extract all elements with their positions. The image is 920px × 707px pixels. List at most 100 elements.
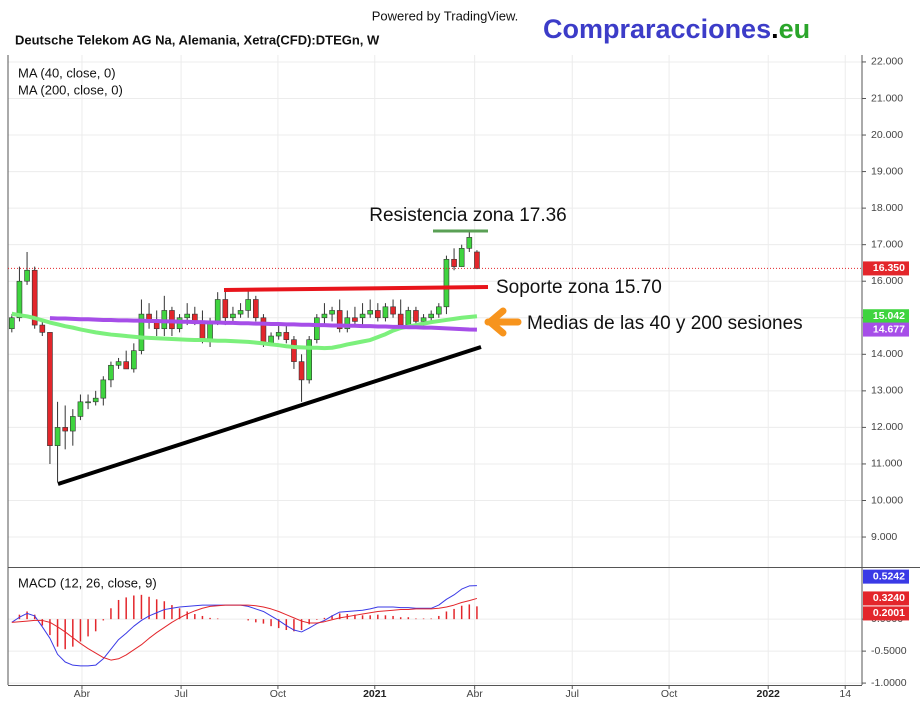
y-tick-label: 12.000 [871, 421, 903, 433]
histogram-bar [293, 619, 295, 632]
arrow [484, 307, 522, 337]
candle-body [382, 306, 389, 319]
candle-body [214, 299, 221, 322]
histogram-bar [41, 619, 44, 626]
histogram-bar [79, 619, 82, 642]
y-tick-label: 16.000 [871, 275, 903, 287]
candle-body [314, 317, 320, 340]
x-tick-label: 2022 [757, 688, 781, 700]
price-badge [863, 606, 909, 621]
y-tick-label: 11.000 [871, 458, 902, 470]
legend-entry: MA (200, close, 0) [18, 82, 123, 97]
trend-line [57, 345, 482, 486]
candle-body [420, 317, 427, 322]
candle-body [390, 306, 396, 315]
histogram-bar [201, 615, 204, 620]
histogram-bar [163, 601, 166, 620]
histogram-bar [87, 619, 89, 637]
candle-body [123, 361, 129, 370]
annotation: Soporte zona 15.70 [496, 277, 662, 298]
candle-body [291, 339, 297, 362]
line-series [11, 597, 478, 661]
histogram-bar [384, 615, 387, 620]
price-badge-label: 0.3240 [873, 592, 905, 604]
marks [8, 231, 862, 667]
histogram-bar [369, 615, 371, 620]
histogram-bar [49, 619, 51, 636]
price-badge-label: 16.350 [873, 262, 905, 274]
histogram-bar [407, 617, 410, 620]
candle-body [222, 299, 229, 319]
candle-body [413, 310, 419, 322]
candle-body [92, 397, 99, 403]
candle-body [443, 258, 450, 308]
histogram-bar [438, 615, 440, 620]
histogram-bar [186, 611, 188, 620]
histogram-bar [56, 619, 59, 647]
candle-body [329, 310, 335, 315]
candle-body [47, 332, 53, 446]
price-badge [863, 322, 909, 337]
candle-body [39, 324, 46, 333]
histogram-bar [94, 619, 97, 632]
histogram-bar [125, 597, 127, 620]
candle-body [184, 313, 190, 319]
y-tick-label: 18.000 [871, 202, 903, 214]
y-tick-label: -0.5000 [871, 645, 907, 657]
candle-body [85, 401, 91, 404]
histogram-bar [110, 608, 112, 620]
candle-body [352, 317, 358, 322]
x-tick-label: 2021 [363, 688, 387, 700]
candle-body [62, 427, 68, 432]
candle-body [367, 310, 373, 315]
brand-dot: . [771, 14, 779, 44]
candle-body [298, 361, 305, 381]
brand-logo: Compraracciones.eu [543, 14, 810, 44]
histogram-bar [476, 606, 478, 620]
histogram-bar [270, 619, 272, 627]
histogram-bar [392, 615, 394, 620]
histogram-bar [26, 611, 28, 620]
histogram-bar [209, 617, 211, 620]
histogram-bar [155, 599, 158, 620]
histogram-bar [354, 614, 356, 620]
x-tick-label: Abr [74, 688, 91, 700]
price-badge-label: 14.677 [873, 323, 905, 335]
candle-body [237, 310, 244, 315]
histogram-bar [316, 619, 318, 620]
candle-body [275, 332, 282, 337]
histogram-bar [377, 614, 379, 620]
histogram-bar [399, 617, 402, 620]
candle-body [344, 317, 351, 330]
histogram-bar [140, 594, 143, 620]
candle-body [397, 313, 404, 326]
candle-body [230, 313, 236, 319]
line-series [11, 585, 477, 667]
candle-body [375, 310, 381, 319]
histogram-bar [33, 614, 36, 620]
histogram-bar [468, 604, 471, 620]
candle-body [24, 269, 30, 282]
line-series [49, 316, 477, 332]
powered-by: Powered by TradingView. [372, 8, 518, 23]
x-tick-label: 14 [839, 688, 851, 700]
brand-tld: eu [779, 14, 811, 44]
price-badge [863, 569, 909, 584]
candle-body [108, 364, 114, 381]
candle-body [283, 332, 290, 340]
candle-body [100, 379, 107, 399]
x-tick-label: Jul [566, 688, 579, 700]
candle-body [466, 237, 473, 249]
x-tick-label: Oct [661, 688, 677, 700]
candle-body [260, 317, 267, 344]
histogram-bar [453, 608, 455, 620]
histogram-bar [323, 617, 326, 620]
histogram-bar [308, 619, 310, 625]
candle-body [245, 299, 251, 311]
price-badge [863, 261, 909, 276]
histogram-bar [415, 618, 417, 620]
x-tick-label: Abr [466, 688, 483, 700]
